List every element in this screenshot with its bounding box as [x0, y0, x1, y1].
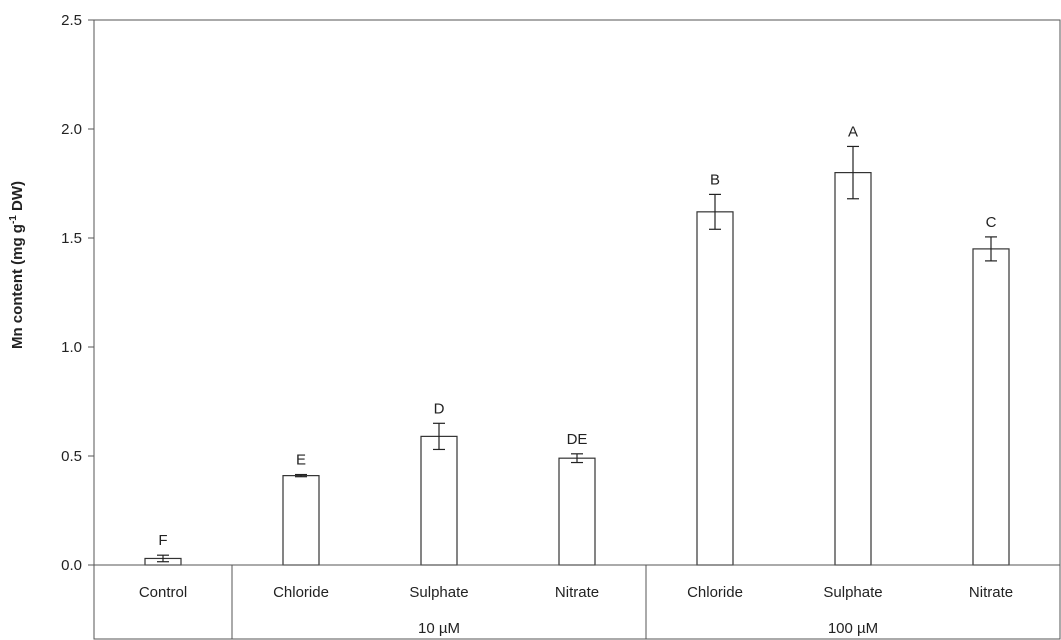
y-tick-label: 1.0: [61, 339, 82, 356]
y-tick-label: 0.0: [61, 557, 82, 574]
y-axis-title: Mn content (mg g-1 DW): [8, 181, 26, 349]
category-label: Nitrate: [555, 584, 599, 601]
error-bars: [157, 145, 997, 563]
category-label: Sulphate: [823, 584, 882, 601]
bar: [696, 211, 734, 566]
y-tick-label: 1.5: [61, 230, 82, 247]
category-label: Chloride: [687, 584, 743, 601]
y-tick-label: 2.5: [61, 12, 82, 29]
y-axis: 0.0 0.5 1.0 1.5 2.0 2.5: [61, 12, 94, 574]
category-label: Chloride: [273, 584, 329, 601]
significance-label: F: [158, 532, 167, 549]
bar: [972, 248, 1010, 566]
significance-label: A: [848, 123, 858, 140]
bar: [282, 475, 320, 566]
significance-label: B: [710, 171, 720, 188]
category-label: Sulphate: [409, 584, 468, 601]
significance-label: D: [434, 400, 445, 417]
bar: [558, 457, 596, 566]
bar: [834, 172, 872, 566]
y-axis-title-tail: DW): [9, 181, 26, 215]
group-label: 10 µM: [418, 620, 460, 637]
plot-frame: [93, 19, 1061, 640]
significance-letters: F E D DE B A C: [158, 123, 996, 549]
y-axis-title-main: Mn content (mg g: [9, 224, 26, 349]
category-label: Nitrate: [969, 584, 1013, 601]
y-tick-label: 0.5: [61, 448, 82, 465]
x-axis: Control Chloride Sulphate Nitrate Chloride Su…: [94, 564, 1060, 639]
significance-label: DE: [567, 431, 588, 448]
y-axis-title-superscript: -1: [8, 215, 19, 224]
category-label: Control: [139, 584, 187, 601]
group-label: 100 µM: [828, 620, 878, 637]
y-tick-label: 2.0: [61, 121, 82, 138]
significance-label: E: [296, 452, 306, 469]
significance-label: C: [986, 214, 997, 231]
bar: [420, 435, 458, 566]
bars: [144, 172, 1010, 566]
